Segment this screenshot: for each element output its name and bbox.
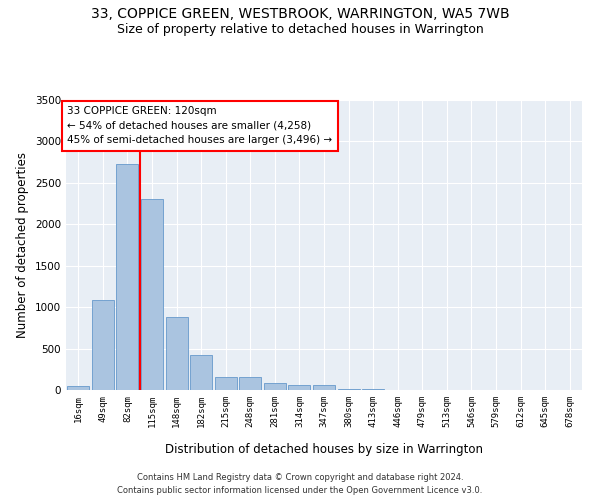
Text: 33, COPPICE GREEN, WESTBROOK, WARRINGTON, WA5 7WB: 33, COPPICE GREEN, WESTBROOK, WARRINGTON…: [91, 8, 509, 22]
Bar: [215, 377, 237, 390]
Text: Contains HM Land Registry data © Crown copyright and database right 2024.
Contai: Contains HM Land Registry data © Crown c…: [118, 474, 482, 495]
Text: Distribution of detached houses by size in Warrington: Distribution of detached houses by size …: [165, 442, 483, 456]
Bar: [141, 198, 163, 390]
Bar: [338, 389, 359, 390]
Bar: [92, 300, 114, 390]
Text: 33 COPPICE GREEN: 120sqm
← 54% of detached houses are smaller (4,258)
45% of sem: 33 COPPICE GREEN: 120sqm ← 54% of detach…: [67, 106, 332, 146]
Bar: [190, 355, 212, 390]
Bar: [313, 386, 335, 390]
Bar: [166, 317, 188, 390]
Y-axis label: Number of detached properties: Number of detached properties: [16, 152, 29, 338]
Bar: [239, 377, 262, 390]
Bar: [67, 386, 89, 390]
Bar: [362, 389, 384, 390]
Bar: [264, 382, 286, 390]
Bar: [289, 384, 310, 390]
Bar: [116, 164, 139, 390]
Text: Size of property relative to detached houses in Warrington: Size of property relative to detached ho…: [116, 22, 484, 36]
